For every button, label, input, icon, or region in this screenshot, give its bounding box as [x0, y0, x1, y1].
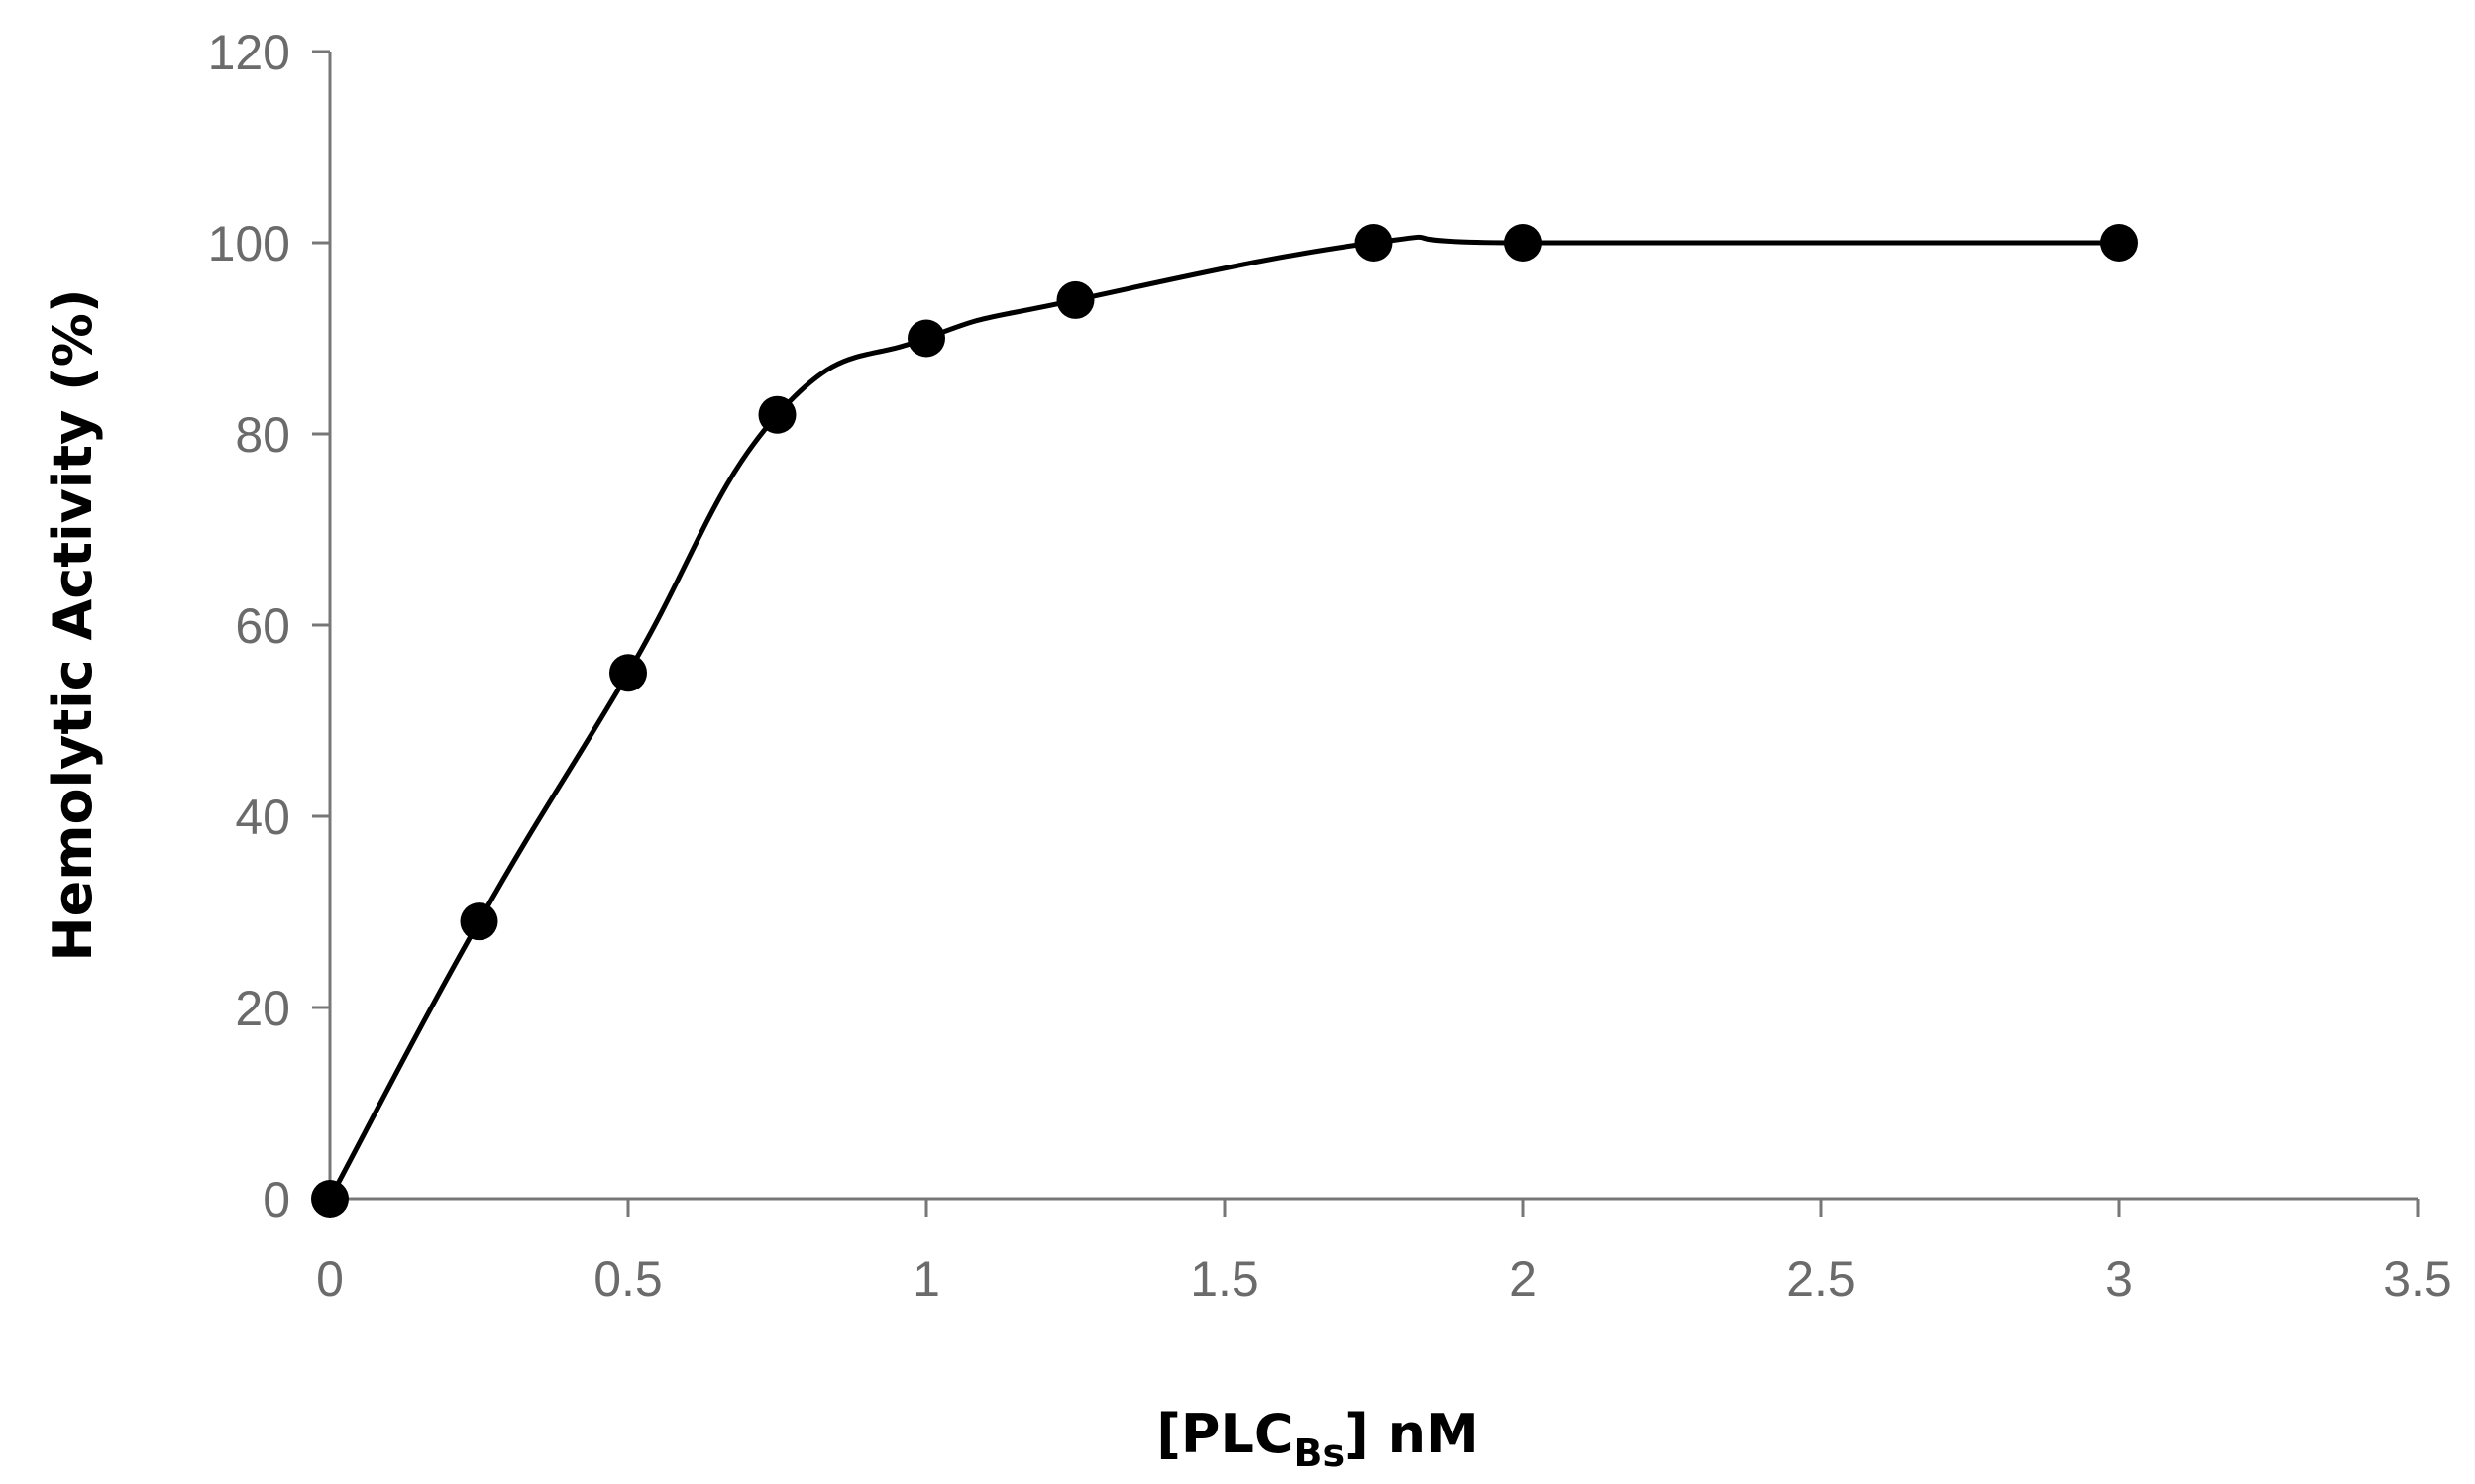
x-tick-label: 0	[316, 1251, 344, 1307]
series-layer	[311, 224, 2138, 1218]
y-ticks: 0 20 40 60 80 100 120	[208, 25, 330, 1227]
data-point	[311, 1180, 349, 1218]
x-axis-title: [PLCBs] nM	[1156, 1403, 1479, 1475]
y-tick-label: 60	[235, 598, 290, 654]
x-tick-label: 1.5	[1190, 1251, 1259, 1307]
axes	[328, 52, 2418, 1201]
y-tick-label: 0	[263, 1172, 290, 1227]
x-tick-label: 3.5	[2383, 1251, 2452, 1307]
y-tick-label: 80	[235, 407, 290, 463]
x-tick-label: 2	[1509, 1251, 1537, 1307]
x-axis-title-subscript: Bs	[1294, 1431, 1345, 1475]
y-tick-label: 120	[208, 25, 290, 80]
series-line	[327, 234, 2119, 1201]
data-point	[609, 654, 647, 692]
x-tick-label: 2.5	[1786, 1251, 1856, 1307]
data-point	[1056, 280, 1095, 319]
data-point	[1354, 224, 1393, 262]
data-point	[758, 395, 797, 434]
x-axis-title-prefix: [PLC	[1156, 1403, 1293, 1465]
x-tick-label: 1	[913, 1251, 940, 1307]
data-point	[908, 319, 945, 358]
x-ticks: 0 0.5 1 1.5 2 2.5 3 3.5	[316, 1199, 2452, 1307]
y-tick-label: 20	[235, 981, 290, 1036]
x-tick-label: 0.5	[593, 1251, 663, 1307]
y-axis-title: Hemolytic Activity (%)	[42, 288, 104, 961]
data-point	[460, 902, 498, 941]
data-point	[1504, 224, 1542, 262]
data-point	[2100, 224, 2138, 262]
y-tick-label: 40	[235, 790, 290, 845]
y-tick-label: 100	[208, 216, 290, 271]
x-tick-label: 3	[2105, 1251, 2133, 1307]
x-axis-title-suffix: ] nM	[1345, 1403, 1479, 1465]
